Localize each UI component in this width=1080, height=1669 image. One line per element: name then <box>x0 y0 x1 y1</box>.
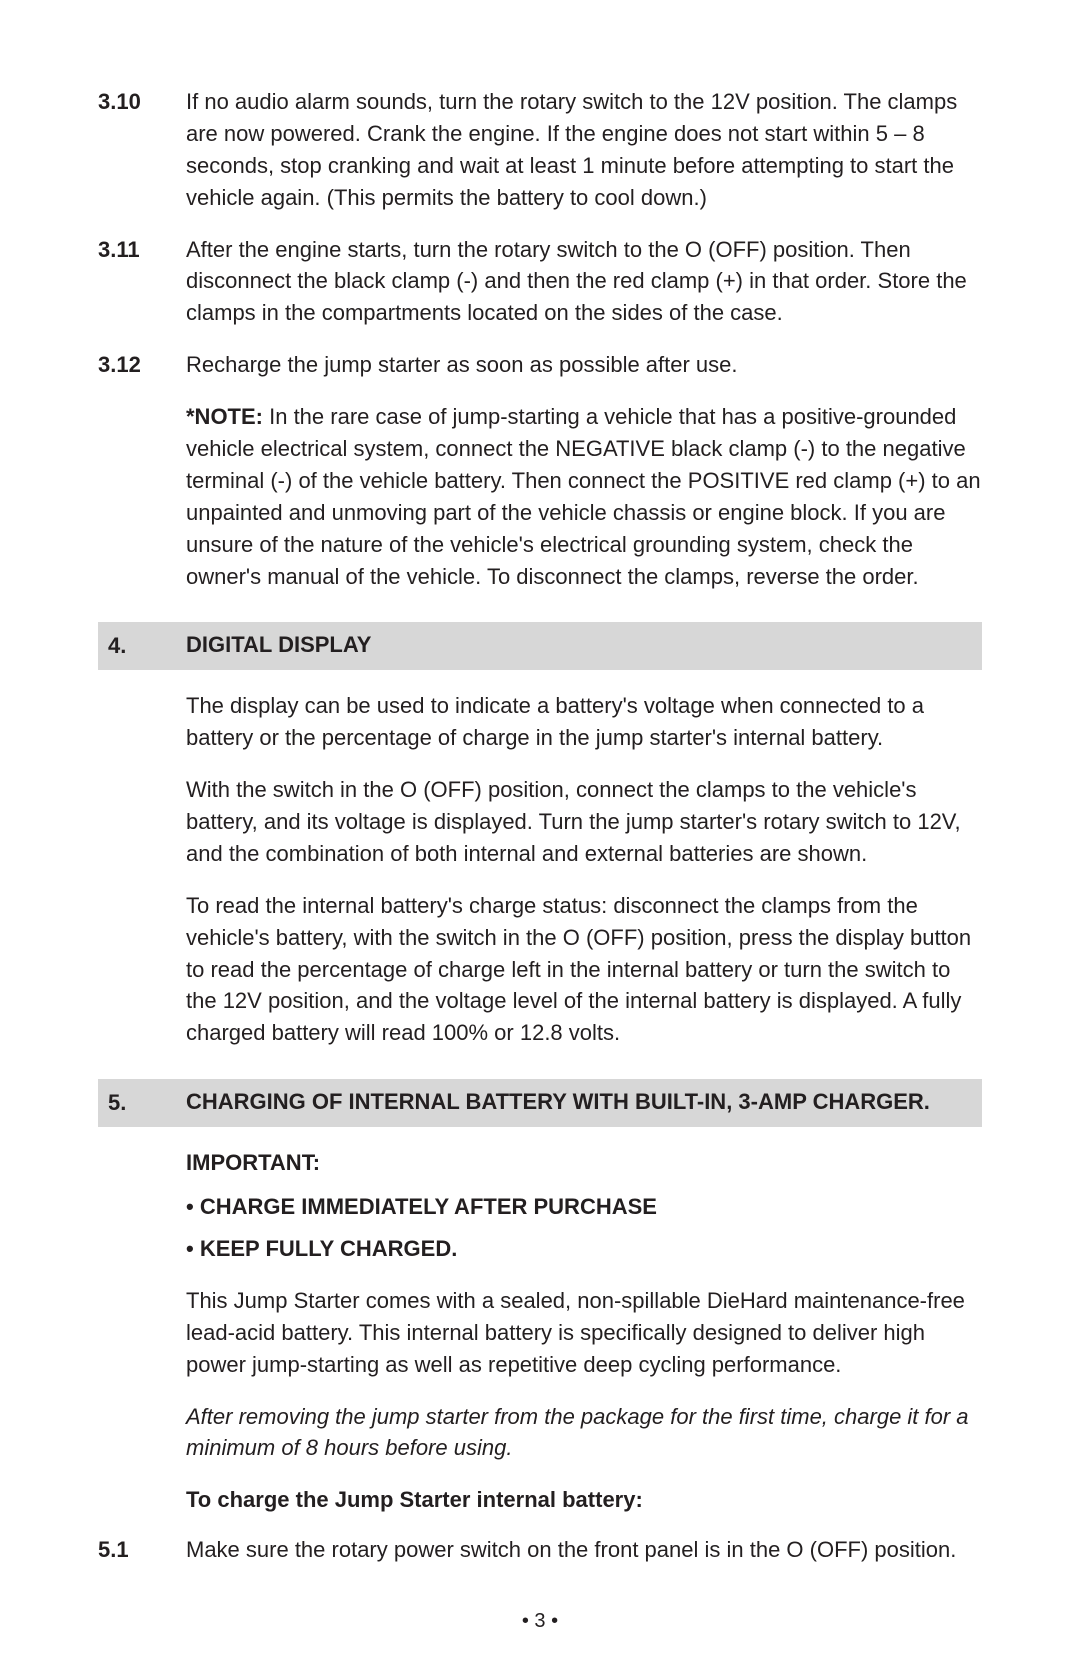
section-5-header: 5. CHARGING OF INTERNAL BATTERY WITH BUI… <box>98 1079 982 1127</box>
section-number: 5. <box>108 1087 186 1119</box>
step-body: After the engine starts, turn the rotary… <box>186 234 982 330</box>
step-text: After the engine starts, turn the rotary… <box>186 234 982 330</box>
step-body: If no audio alarm sounds, turn the rotar… <box>186 86 982 214</box>
step-number: 3.11 <box>98 234 186 266</box>
section-title: DIGITAL DISPLAY <box>186 630 972 660</box>
section-5-body: IMPORTANT: • CHARGE IMMEDIATELY AFTER PU… <box>186 1147 982 1516</box>
page-number: • 3 • <box>0 1610 1080 1633</box>
step-number: 3.12 <box>98 349 186 381</box>
important-bullets: • CHARGE IMMEDIATELY AFTER PURCHASE • KE… <box>186 1191 982 1265</box>
step-number: 5.1 <box>98 1534 186 1566</box>
paragraph: This Jump Starter comes with a sealed, n… <box>186 1285 982 1381</box>
note-paragraph: *NOTE: In the rare case of jump-starting… <box>186 401 982 592</box>
step-text: Make sure the rotary power switch on the… <box>186 1534 982 1566</box>
step-number: 3.10 <box>98 86 186 118</box>
step-5-1: 5.1 Make sure the rotary power switch on… <box>98 1534 982 1566</box>
italic-paragraph: After removing the jump starter from the… <box>186 1401 982 1465</box>
important-heading: IMPORTANT: <box>186 1147 982 1179</box>
paragraph: To read the internal battery's charge st… <box>186 890 982 1049</box>
step-3-10: 3.10 If no audio alarm sounds, turn the … <box>98 86 982 214</box>
note-lead: *NOTE: <box>186 404 263 429</box>
step-body: Recharge the jump starter as soon as pos… <box>186 349 982 592</box>
manual-page: 3.10 If no audio alarm sounds, turn the … <box>0 0 1080 1669</box>
section-title: CHARGING OF INTERNAL BATTERY WITH BUILT-… <box>186 1087 972 1117</box>
step-3-12: 3.12 Recharge the jump starter as soon a… <box>98 349 982 592</box>
bullet-item: • KEEP FULLY CHARGED. <box>186 1233 982 1265</box>
step-text: Recharge the jump starter as soon as pos… <box>186 349 982 381</box>
section-number: 4. <box>108 630 186 662</box>
paragraph: The display can be used to indicate a ba… <box>186 690 982 754</box>
step-3-11: 3.11 After the engine starts, turn the r… <box>98 234 982 330</box>
step-text: If no audio alarm sounds, turn the rotar… <box>186 86 982 214</box>
section-4-header: 4. DIGITAL DISPLAY <box>98 622 982 670</box>
section-4-body: The display can be used to indicate a ba… <box>186 690 982 1049</box>
bullet-item: • CHARGE IMMEDIATELY AFTER PURCHASE <box>186 1191 982 1223</box>
paragraph: With the switch in the O (OFF) position,… <box>186 774 982 870</box>
sub-heading: To charge the Jump Starter internal batt… <box>186 1484 982 1516</box>
step-body: Make sure the rotary power switch on the… <box>186 1534 982 1566</box>
note-body: In the rare case of jump-starting a vehi… <box>186 404 981 588</box>
